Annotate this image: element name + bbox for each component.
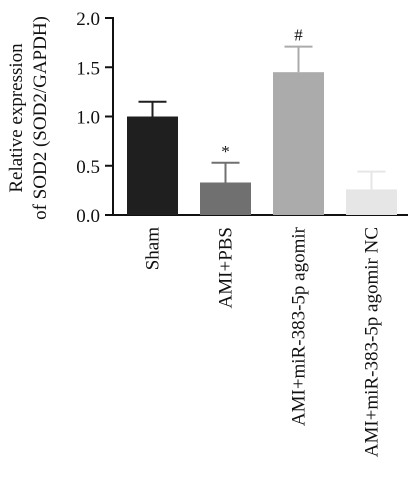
y-tick-label: 1.5 [76,58,100,79]
significance-mark: # [294,26,303,45]
x-category-label: AMI+miR-383-5p agomir NC [362,227,383,457]
x-category-label: AMI+PBS [216,227,237,308]
bar [200,182,251,215]
y-axis-title-line1: Relative expression [6,43,27,193]
y-tick-label: 0.0 [76,206,100,227]
bar [127,116,178,215]
category-labels: Sham AMI+PBS AMI+miR-383-5p agomir AMI+miR-… [143,226,383,457]
bar [346,189,397,215]
y-axis-title-line2: of SOD2 (SOD2/GAPDH) [30,16,51,220]
y-tick-label: 2.0 [76,9,100,30]
y-tick-label: 0.5 [76,157,100,178]
y-axis-title: Relative expression of SOD2 (SOD2/GAPDH) [6,16,51,220]
y-tick-label: 1.0 [76,108,100,129]
bar [273,72,324,215]
bars: *# [127,26,397,215]
significance-mark: * [221,142,230,161]
x-category-label: AMI+miR-383-5p agomir [289,226,310,426]
x-category-label: Sham [143,227,164,271]
